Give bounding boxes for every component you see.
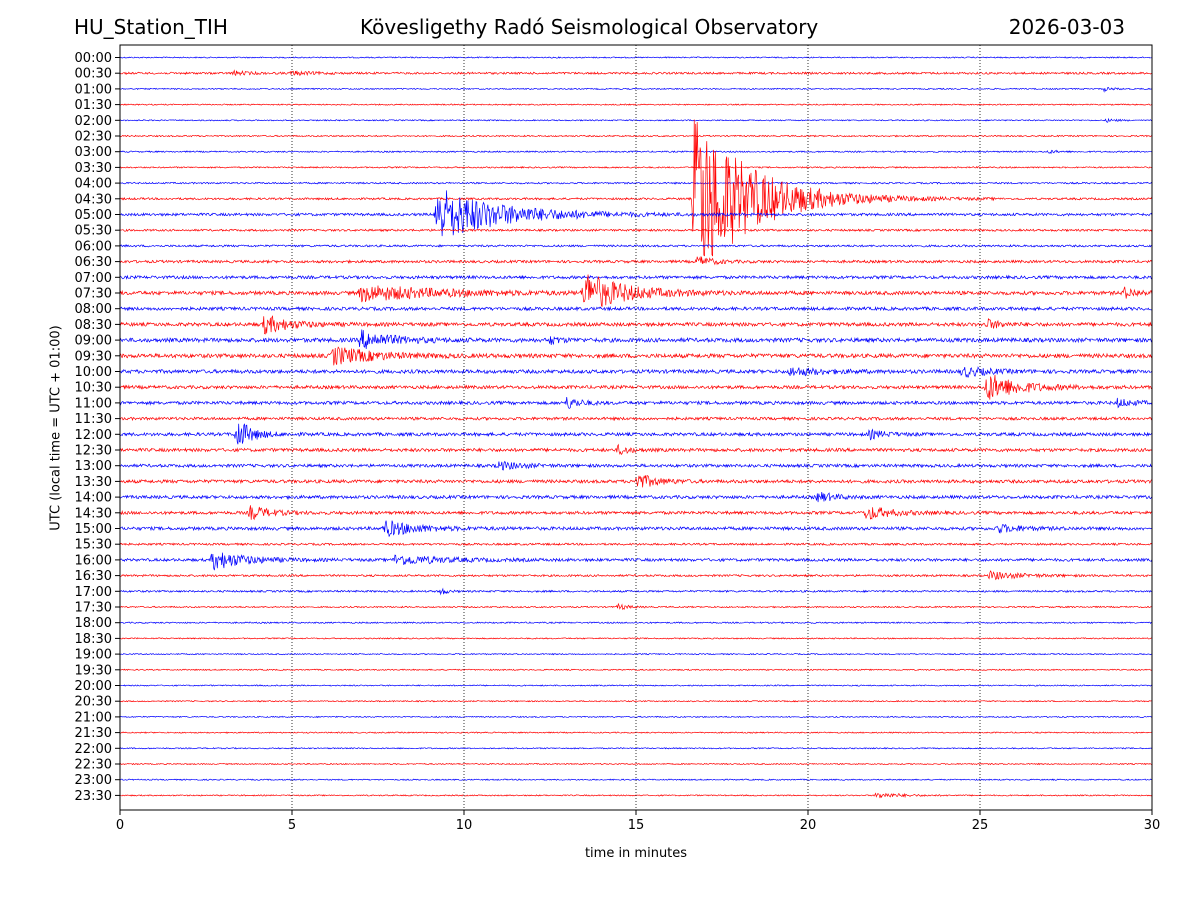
trace-1600 [119, 552, 1153, 571]
y-tick-label: 03:30 [75, 161, 112, 176]
observatory-title: Kövesligethy Radó Seismological Observat… [360, 15, 819, 39]
trace-1230 [119, 443, 1153, 455]
y-tick-label: 00:30 [75, 67, 112, 82]
y-tick-label: 06:00 [75, 239, 112, 254]
y-tick-label: 11:00 [75, 396, 112, 411]
y-tick-label: 01:30 [75, 98, 112, 113]
grid-layer [291, 45, 981, 810]
trace-1430 [119, 505, 1153, 521]
y-tick-label: 19:30 [75, 663, 112, 678]
trace-2200 [119, 747, 1153, 750]
trace-0930 [119, 346, 1153, 366]
trace-2230 [119, 762, 1153, 766]
y-tick-label: 15:30 [75, 538, 112, 553]
y-tick-label: 06:30 [75, 255, 112, 270]
trace-0730 [119, 274, 1153, 307]
trace-0300 [119, 149, 1153, 155]
trace-1630 [119, 570, 1153, 581]
y-tick-label: 21:30 [75, 726, 112, 741]
x-tick-label: 20 [800, 818, 817, 833]
trace-1830 [119, 637, 1153, 640]
trace-0100 [119, 87, 1153, 93]
y-tick-label: 18:30 [75, 632, 112, 647]
trace-1400 [119, 492, 1153, 503]
trace-1330 [119, 475, 1153, 488]
y-tick-label: 07:30 [75, 287, 112, 302]
axis-layer: 0 5 10 15 20 25 30 00:0000:3001:0001:3002:0002:… [75, 51, 1161, 833]
y-tick-label: 18:00 [75, 616, 112, 631]
y-tick-label: 02:00 [75, 114, 112, 129]
y-tick-label: 17:30 [75, 601, 112, 616]
y-tick-label: 22:30 [75, 758, 112, 773]
y-tick-label: 10:00 [75, 365, 112, 380]
y-tick-label: 13:00 [75, 459, 112, 474]
y-tick-label: 11:30 [75, 412, 112, 427]
trace-0700 [119, 274, 1153, 281]
y-tick-label: 05:30 [75, 224, 112, 239]
y-tick-label: 10:30 [75, 381, 112, 396]
y-tick-label: 05:00 [75, 208, 112, 223]
y-tick-label: 03:00 [75, 145, 112, 160]
y-tick-label: 12:00 [75, 428, 112, 443]
y-tick-label: 07:00 [75, 271, 112, 286]
y-tick-label: 16:30 [75, 569, 112, 584]
y-tick-label: 20:30 [75, 695, 112, 710]
y-tick-label: 04:30 [75, 192, 112, 207]
x-tick-label: 25 [972, 818, 989, 833]
trace-2000 [119, 684, 1153, 687]
plot-date: 2026-03-03 [1008, 15, 1125, 39]
trace-2030 [119, 700, 1153, 703]
trace-0630 [119, 256, 1153, 266]
trace-1800 [119, 621, 1153, 625]
y-tick-label: 21:00 [75, 710, 112, 725]
y-tick-label: 02:30 [75, 130, 112, 145]
y-tick-label: 15:00 [75, 522, 112, 537]
y-tick-label: 13:30 [75, 475, 112, 490]
y-tick-label: 19:00 [75, 648, 112, 663]
y-tick-label: 20:00 [75, 679, 112, 694]
station-name: HU_Station_TIH [74, 15, 228, 39]
y-tick-label: 00:00 [75, 51, 112, 66]
x-tick-label: 0 [116, 818, 124, 833]
y-tick-label: 12:30 [75, 444, 112, 459]
y-tick-label: 22:00 [75, 742, 112, 757]
x-tick-label: 5 [288, 818, 296, 833]
trace-0530 [119, 228, 1153, 233]
y-tick-label: 17:00 [75, 585, 112, 600]
x-tick-label: 30 [1144, 818, 1161, 833]
y-tick-label: 16:00 [75, 553, 112, 568]
y-tick-label: 08:30 [75, 318, 112, 333]
y-tick-label: 09:00 [75, 334, 112, 349]
trace-0430 [119, 119, 1153, 257]
trace-2300 [119, 778, 1153, 781]
y-tick-label: 23:00 [75, 773, 112, 788]
x-tick-label: 10 [456, 818, 473, 833]
y-tick-label: 08:00 [75, 302, 112, 317]
y-tick-label: 23:30 [75, 789, 112, 804]
trace-0030 [119, 69, 1153, 77]
y-axis-label: UTC (local time = UTC + 01:00) [48, 325, 64, 531]
y-tick-label: 14:00 [75, 491, 112, 506]
y-tick-label: 14:30 [75, 506, 112, 521]
y-tick-label: 04:00 [75, 177, 112, 192]
plot-frame [119, 44, 1153, 811]
x-axis-label: time in minutes [584, 846, 688, 861]
y-tick-label: 01:00 [75, 82, 112, 97]
y-tick-label: 09:30 [75, 349, 112, 364]
trace-0330 [119, 166, 1153, 169]
x-tick-label: 15 [628, 818, 645, 833]
